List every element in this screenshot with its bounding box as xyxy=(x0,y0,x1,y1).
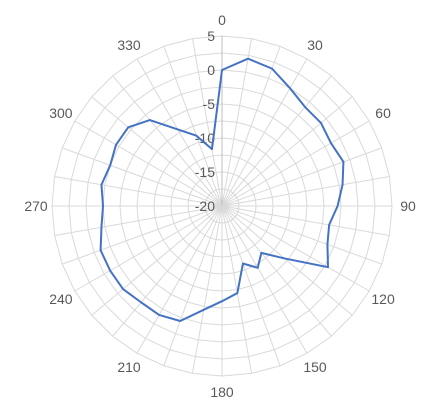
grid-spoke xyxy=(62,205,223,265)
angle-label-150: 150 xyxy=(303,359,327,375)
grid-spoke xyxy=(221,205,308,354)
grid-spoke xyxy=(221,205,370,292)
grid-spoke xyxy=(191,38,223,207)
grid-spoke xyxy=(191,205,223,374)
angle-label-90: 90 xyxy=(400,198,416,214)
grid-spoke xyxy=(62,147,223,207)
series-line xyxy=(99,57,345,323)
grid-spoke xyxy=(221,75,332,207)
angular-spokes xyxy=(52,36,392,376)
grid-spoke xyxy=(74,120,223,207)
angle-label-0: 0 xyxy=(218,12,226,28)
angle-label-330: 330 xyxy=(117,37,141,53)
grid-spoke xyxy=(221,205,332,337)
grid-spoke xyxy=(221,147,382,207)
angle-label-120: 120 xyxy=(371,291,395,307)
grid-spoke xyxy=(221,120,370,207)
radial-tick-label: -10 xyxy=(195,130,215,146)
grid-spoke xyxy=(221,58,308,207)
grid-spoke xyxy=(91,205,223,316)
grid-spoke xyxy=(221,205,281,366)
grid-spoke xyxy=(54,175,223,207)
angle-label-300: 300 xyxy=(49,105,73,121)
radial-tick-label: 0 xyxy=(207,62,215,78)
radial-tick-label: -20 xyxy=(195,198,215,214)
grid-spoke xyxy=(221,205,382,265)
angle-label-180: 180 xyxy=(210,384,234,400)
grid-spoke xyxy=(136,58,223,207)
radial-tick-label: 5 xyxy=(207,28,215,44)
angle-label-60: 60 xyxy=(375,105,391,121)
grid-spoke xyxy=(221,46,281,207)
grid-spoke xyxy=(54,205,223,237)
grid-spoke xyxy=(112,205,223,337)
grid-spoke xyxy=(163,205,223,366)
angle-label-210: 210 xyxy=(117,359,141,375)
grid-spoke xyxy=(221,205,353,316)
grid-spoke xyxy=(112,75,223,207)
angle-labels: 0 30 60 90 120 150 180 210 240 270 300 330 xyxy=(24,12,416,400)
grid-spoke xyxy=(91,96,223,207)
radial-axis-labels: -20 -15 -10 -5 0 5 xyxy=(195,28,223,214)
grid-spoke xyxy=(221,205,253,374)
grid-spoke xyxy=(163,46,223,207)
grid-spoke xyxy=(221,205,390,237)
angle-label-30: 30 xyxy=(307,37,323,53)
grid-spoke xyxy=(221,38,253,207)
grid-spoke xyxy=(74,205,223,292)
grid-spoke xyxy=(136,205,223,354)
grid-spoke xyxy=(221,175,390,207)
angle-label-240: 240 xyxy=(49,291,73,307)
grid-spoke xyxy=(221,96,353,207)
radial-tick-label: -15 xyxy=(195,164,215,180)
series-group xyxy=(99,57,345,323)
angle-label-270: 270 xyxy=(24,198,48,214)
radial-tick-label: -5 xyxy=(203,96,216,112)
